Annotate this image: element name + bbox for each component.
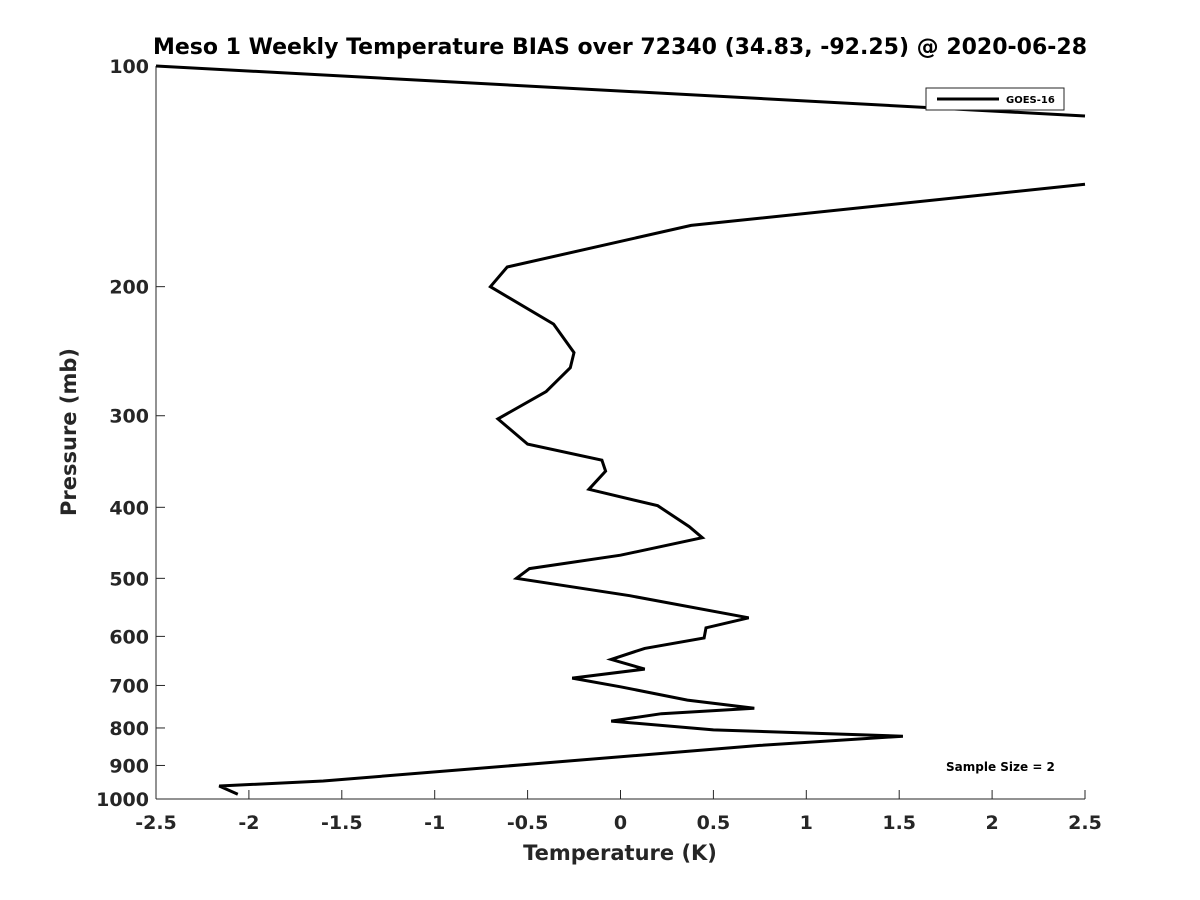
y-tick-label: 700: [109, 675, 149, 697]
x-axis-title: Temperature (K): [523, 841, 717, 865]
x-tick-label: -2: [238, 812, 259, 834]
y-axis-ticks: 100 200 300 400 500 600 700 800 900 1000: [96, 56, 165, 811]
y-tick-label: 600: [109, 626, 149, 648]
x-axis-ticks: -2.5 -2 -1.5 -1 -0.5 0 0.5 1 1.5 2 2.5: [135, 790, 1102, 834]
x-tick-label: -2.5: [135, 812, 177, 834]
y-tick-label: 200: [109, 277, 149, 299]
y-tick-label: 500: [109, 568, 149, 590]
x-tick-label: 1: [800, 812, 813, 834]
x-tick-label: 1.5: [882, 812, 916, 834]
x-tick-label: 0.5: [697, 812, 731, 834]
x-tick-label: 2: [985, 812, 998, 834]
y-axis-title: Pressure (mb): [57, 348, 81, 516]
x-tick-label: 2.5: [1068, 812, 1102, 834]
y-tick-label: 1000: [96, 789, 149, 811]
y-tick-label: 100: [109, 56, 149, 78]
sample-size-annotation: Sample Size = 2: [946, 760, 1055, 774]
x-tick-label: -1.5: [321, 812, 363, 834]
legend: GOES-16: [925, 87, 1065, 111]
chart-title: Meso 1 Weekly Temperature BIAS over 7234…: [153, 35, 1087, 60]
x-tick-label: -0.5: [507, 812, 549, 834]
y-tick-label: 800: [109, 718, 149, 740]
x-tick-label: -1: [424, 812, 445, 834]
series-line-goes-16-segment-2: [218, 182, 1086, 796]
y-tick-label: 900: [109, 755, 149, 777]
y-tick-label: 300: [109, 406, 149, 428]
y-tick-label: 400: [109, 497, 149, 519]
x-tick-label: 0: [614, 812, 627, 834]
legend-label-goes-16: GOES-16: [1006, 95, 1055, 106]
